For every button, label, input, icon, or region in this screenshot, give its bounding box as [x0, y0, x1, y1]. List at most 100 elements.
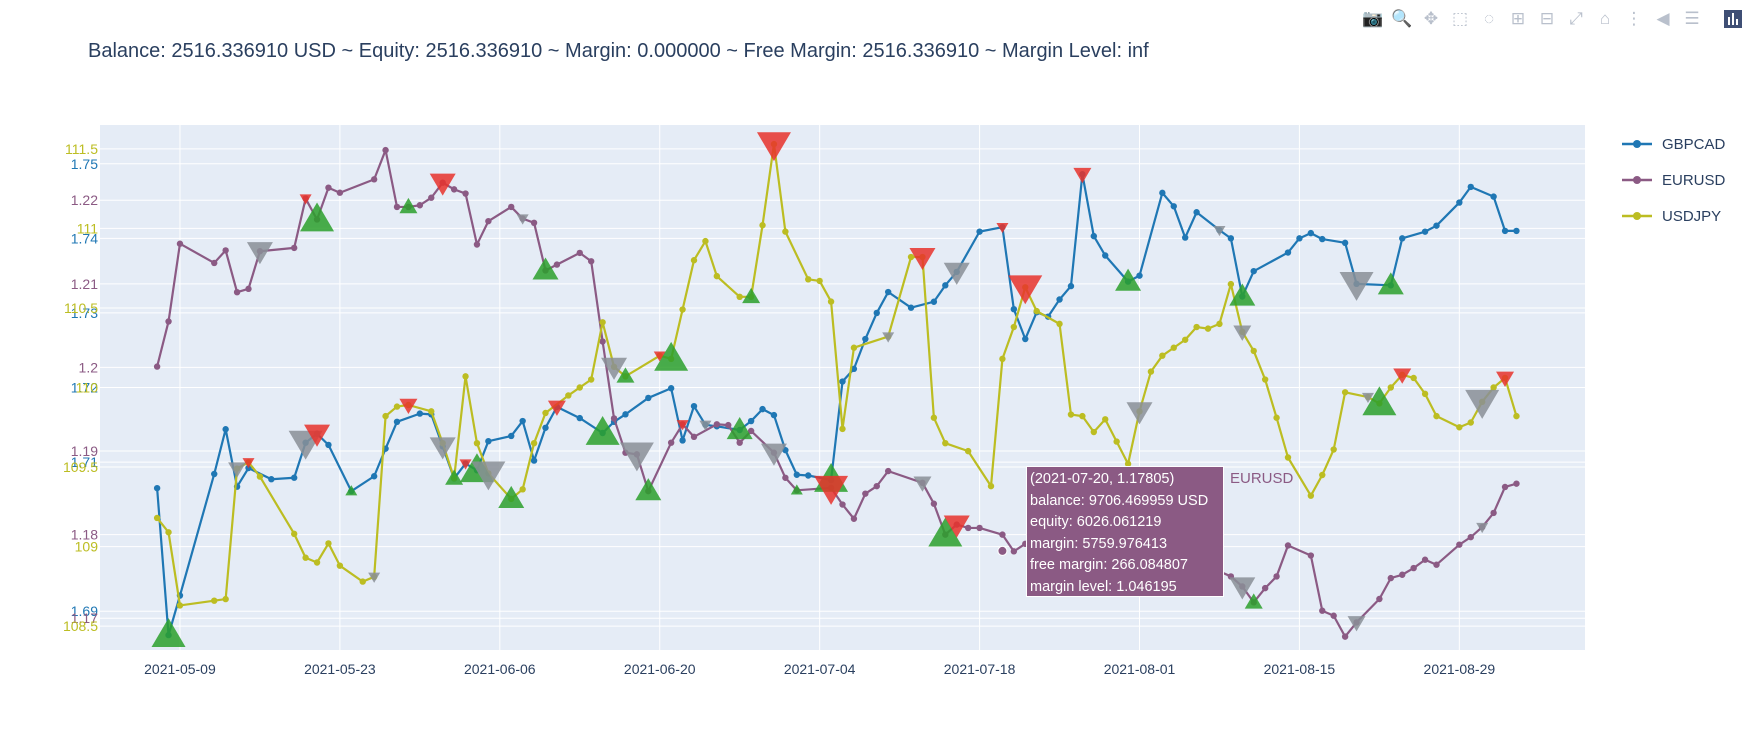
box-select-icon[interactable]: ⬚ — [1451, 9, 1469, 28]
trade-marker-down — [516, 214, 529, 225]
trade-marker-down — [304, 424, 331, 447]
hover-line-equity: equity: 6026.061219 — [1030, 514, 1162, 530]
data-point-gbpcad — [1159, 189, 1166, 197]
trade-marker-down — [547, 400, 566, 416]
data-point-usdjpy — [1319, 471, 1326, 479]
legend-label: USDJPY — [1662, 207, 1722, 225]
data-point-gbpcad — [805, 472, 812, 479]
data-point-gbpcad — [211, 470, 218, 478]
autoscale-icon[interactable]: ⤢ — [1569, 9, 1583, 28]
data-point-eurusd — [485, 217, 492, 225]
data-point-eurusd — [576, 249, 583, 257]
y-tick-label-eurusd: 1.21 — [71, 276, 98, 292]
legend-swatch-dot — [1633, 140, 1641, 148]
trade-marker-up — [532, 257, 559, 280]
data-point-usdjpy — [1261, 376, 1269, 383]
plotly-logo-icon[interactable] — [1724, 10, 1742, 28]
data-point-eurusd — [599, 338, 606, 345]
data-point-gbpcad — [1501, 227, 1509, 235]
trade-marker-down — [1229, 577, 1256, 600]
trade-marker-down — [246, 242, 273, 265]
data-point-usdjpy — [1090, 428, 1098, 436]
data-point-usdjpy — [1227, 280, 1235, 288]
data-point-gbpcad — [679, 437, 686, 444]
data-point-gbpcad — [325, 441, 332, 449]
data-point-gbpcad — [1399, 235, 1406, 242]
pan-icon[interactable]: ✥ — [1423, 9, 1439, 28]
data-point-usdjpy — [1147, 368, 1155, 375]
data-point-usdjpy — [176, 602, 184, 609]
data-point-usdjpy — [1467, 419, 1474, 426]
data-point-usdjpy — [302, 554, 309, 561]
trade-marker-up — [1115, 268, 1142, 291]
data-point-usdjpy — [530, 439, 538, 447]
spike-lines-icon[interactable]: ⋮ — [1625, 9, 1643, 28]
zoom-icon[interactable]: 🔍 — [1391, 9, 1413, 28]
trade-marker-down — [471, 461, 506, 491]
data-point-usdjpy — [964, 447, 972, 455]
data-point-gbpcad — [645, 394, 652, 402]
data-point-gbpcad — [290, 474, 298, 481]
data-point-gbpcad — [1284, 249, 1292, 256]
data-point-usdjpy — [336, 562, 344, 569]
data-point-usdjpy — [382, 412, 389, 420]
data-point-usdjpy — [782, 228, 789, 235]
data-point-eurusd — [211, 259, 218, 267]
legend-item-usdjpy[interactable]: USDJPY — [1620, 204, 1725, 228]
lasso-select-icon[interactable]: ◌ — [1483, 9, 1495, 28]
data-point-usdjpy — [759, 222, 766, 229]
grid-lines — [100, 125, 1585, 650]
legend-item-eurusd[interactable]: EURUSD — [1620, 168, 1725, 192]
data-point-usdjpy — [565, 392, 572, 399]
y-tick-label-gbpcad: 1.73 — [71, 305, 98, 321]
data-point-usdjpy — [1341, 389, 1349, 396]
data-point-eurusd — [462, 190, 469, 197]
camera-icon[interactable]: 📷 — [1362, 9, 1384, 28]
data-point-eurusd — [1330, 612, 1337, 619]
data-point-gbpcad — [770, 411, 778, 419]
data-point-gbpcad — [1056, 296, 1063, 303]
y-tick-label-eurusd: 1.2 — [79, 359, 99, 375]
data-point-eurusd — [1467, 533, 1474, 541]
hover-compare-icon[interactable]: ☰ — [1684, 9, 1700, 28]
reset-axes-icon[interactable]: ⌂ — [1599, 9, 1611, 28]
trade-marker-down — [429, 437, 456, 460]
data-point-gbpcad — [1296, 235, 1303, 242]
x-tick-label: 2021-08-15 — [1264, 661, 1336, 677]
data-point-usdjpy — [542, 409, 549, 417]
y-tick-label-usdjpy: 109.5 — [63, 459, 98, 475]
data-point-usdjpy — [1421, 390, 1429, 398]
data-point-usdjpy — [713, 272, 721, 280]
data-point-eurusd — [1387, 574, 1395, 582]
legend-swatch — [1622, 140, 1652, 148]
hover-line-free-margin: free margin: 266.084807 — [1030, 557, 1188, 573]
data-point-usdjpy — [165, 529, 172, 536]
x-tick-label: 2021-06-06 — [464, 661, 536, 677]
data-point-usdjpy — [256, 473, 264, 480]
data-point-eurusd — [1307, 552, 1315, 559]
data-point-gbpcad — [530, 457, 538, 464]
data-point-usdjpy — [587, 376, 595, 383]
data-point-gbpcad — [839, 378, 846, 385]
data-point-eurusd — [153, 363, 161, 370]
data-point-eurusd — [336, 189, 344, 196]
data-point-gbpcad — [485, 437, 492, 445]
data-point-gbpcad — [1022, 335, 1029, 343]
y-tick-label-gbpcad: 1.75 — [71, 156, 98, 172]
data-point-gbpcad — [542, 424, 549, 431]
zoom-in-icon[interactable]: ⊞ — [1510, 9, 1526, 28]
data-point-eurusd — [370, 176, 378, 183]
data-point-eurusd — [587, 258, 595, 265]
data-point-eurusd — [245, 285, 252, 293]
data-point-usdjpy — [1410, 374, 1417, 382]
legend-label: GBPCAD — [1662, 135, 1726, 153]
data-point-eurusd — [1433, 561, 1440, 568]
data-point-gbpcad — [1421, 228, 1429, 235]
data-point-usdjpy — [211, 597, 218, 604]
hover-closest-icon[interactable]: ◀ — [1656, 9, 1670, 28]
legend-item-gbpcad[interactable]: GBPCAD — [1620, 132, 1725, 156]
trade-marker-up — [1377, 272, 1404, 295]
data-point-usdjpy — [1113, 438, 1120, 445]
zoom-out-icon[interactable]: ⊟ — [1539, 9, 1555, 28]
